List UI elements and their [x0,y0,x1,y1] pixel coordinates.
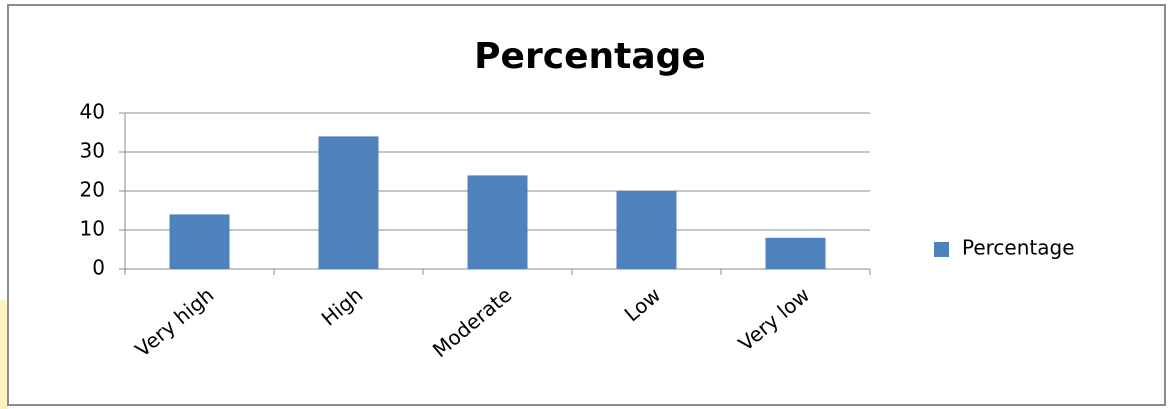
legend-label: Percentage [962,236,1075,260]
bar [318,136,379,269]
bar [467,175,528,269]
side-strip [0,300,8,409]
bar [169,214,230,269]
y-tick-label: 20 [80,178,105,202]
chart-title: Percentage [474,36,706,77]
y-tick-label: 0 [92,256,105,280]
y-tick-label: 10 [80,217,105,241]
bar [765,237,826,269]
bar [616,191,677,269]
y-tick-label: 30 [80,139,105,163]
y-tick-label: 40 [80,100,105,124]
chart-frame [7,4,1166,406]
legend-swatch [934,242,949,257]
